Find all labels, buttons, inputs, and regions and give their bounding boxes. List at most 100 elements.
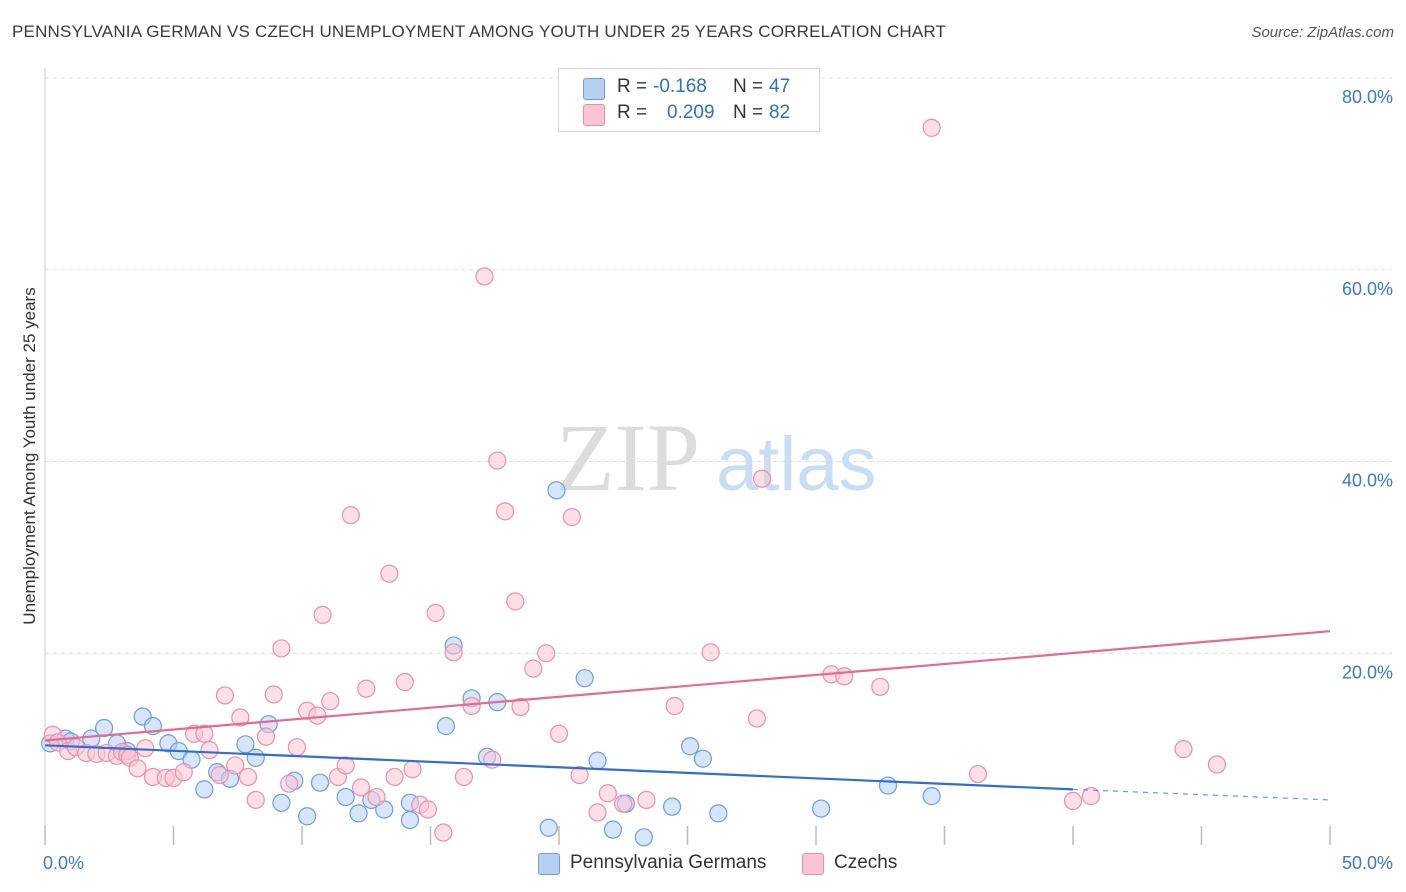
pennsylvania-german-trendline <box>44 744 1074 791</box>
y-tick-label: 40.0% <box>1342 471 1393 491</box>
czech-point <box>321 692 340 711</box>
pennsylvania-german-point <box>539 818 558 837</box>
y-axis-label: Unemployment Among Youth under 25 years <box>20 287 39 624</box>
czech-point <box>665 696 684 716</box>
czech-point <box>210 765 229 785</box>
legend-r-label: R = <box>617 102 648 123</box>
czech-point <box>1081 787 1101 806</box>
czech-point <box>747 709 766 728</box>
czech-point <box>614 794 633 813</box>
source-label: Source: ZipAtlas.com <box>1251 24 1394 41</box>
legend-label: Czechs <box>834 852 898 873</box>
grid-layer <box>45 77 1392 654</box>
pennsylvania-german-point <box>709 804 728 823</box>
czech-point <box>475 267 494 286</box>
czech-point <box>488 451 507 470</box>
y-tick-label: 20.0% <box>1342 662 1393 682</box>
czech-point <box>238 767 258 787</box>
czech-point <box>246 790 265 810</box>
czech-point <box>637 790 656 810</box>
czech-point <box>511 697 530 717</box>
pennsylvania-german-point <box>298 807 317 826</box>
pennsylvania-german-point <box>436 717 456 736</box>
pennsylvania-german-point <box>195 780 214 799</box>
czech-point <box>380 564 399 583</box>
x-tick-label: 50.0% <box>1342 853 1393 873</box>
points-layer <box>41 118 1227 847</box>
czech-point <box>426 603 445 623</box>
pennsylvania-german-point <box>336 787 355 807</box>
pennsylvania-german-point <box>878 776 898 795</box>
czech-point <box>352 778 371 797</box>
czech-point <box>1174 740 1193 759</box>
czech-point <box>174 763 193 782</box>
czech-point <box>570 765 589 785</box>
czech-point <box>1207 755 1227 774</box>
czech-point <box>280 774 299 793</box>
pennsylvania-german-trendline-extension <box>1072 788 1331 801</box>
y-tick-label: 60.0% <box>1342 279 1393 299</box>
czech-point <box>367 787 386 807</box>
czech-point <box>395 672 414 692</box>
czech-trendline <box>44 630 1331 742</box>
pennsylvania-german-point <box>588 751 607 770</box>
pennsylvania-german-point <box>634 828 653 847</box>
watermark-zip: ZIP <box>556 404 700 511</box>
legend-n-label: N = <box>733 76 764 97</box>
pennsylvania-german-point <box>272 793 291 812</box>
pennsylvania-german-point <box>349 804 368 823</box>
pennsylvania-german-point <box>693 749 713 768</box>
czech-point <box>922 118 941 137</box>
czech-point <box>418 800 438 819</box>
czech-point <box>215 686 234 705</box>
czech-point <box>357 679 376 698</box>
czech-point <box>1063 791 1083 810</box>
pennsylvania-german-point <box>603 820 623 839</box>
czech-point <box>462 696 481 716</box>
czech-point <box>598 784 617 803</box>
pennsylvania-german-point <box>310 773 330 792</box>
czech-point <box>871 677 890 696</box>
x-tick-label: 0.0% <box>43 853 84 873</box>
legend-swatch-blue <box>583 78 605 100</box>
czech-point <box>287 738 306 757</box>
czech-point <box>434 823 453 842</box>
czech-point <box>226 756 245 775</box>
pennsylvania-german-point <box>812 799 831 818</box>
czech-point <box>313 605 332 625</box>
czech-point <box>752 469 772 488</box>
legend-n-value: 82 <box>769 102 791 123</box>
czech-point <box>968 764 988 784</box>
czech-point <box>495 502 515 521</box>
czech-point <box>195 724 214 743</box>
czech-point <box>588 803 607 822</box>
czech-point <box>341 506 360 525</box>
czech-point <box>524 659 543 678</box>
pennsylvania-german-point <box>547 481 566 500</box>
czech-point <box>454 767 474 787</box>
czech-point <box>264 685 283 704</box>
czech-point <box>200 740 219 760</box>
legend-r-label: R = <box>617 76 648 97</box>
czech-point <box>444 643 463 662</box>
pennsylvania-german-point <box>662 797 682 816</box>
czech-point <box>506 592 525 611</box>
czech-point <box>403 760 422 779</box>
pennsylvania-german-point <box>400 810 420 830</box>
czech-point <box>537 644 556 663</box>
legend-n-value: 47 <box>769 76 791 97</box>
czech-point <box>385 767 404 787</box>
czech-point <box>272 639 291 658</box>
czech-point <box>231 708 250 727</box>
czech-point <box>835 667 854 686</box>
trend-layer <box>44 630 1331 801</box>
czech-point <box>701 643 720 662</box>
legend-r-value: -0.168 <box>653 76 707 97</box>
czech-point <box>128 759 147 778</box>
legend-n-label: N = <box>733 102 764 123</box>
watermark: ZIP atlas <box>556 404 877 511</box>
legend-label: Pennsylvania Germans <box>570 852 767 873</box>
y-tick-label: 80.0% <box>1342 87 1393 107</box>
czech-point <box>136 739 155 758</box>
